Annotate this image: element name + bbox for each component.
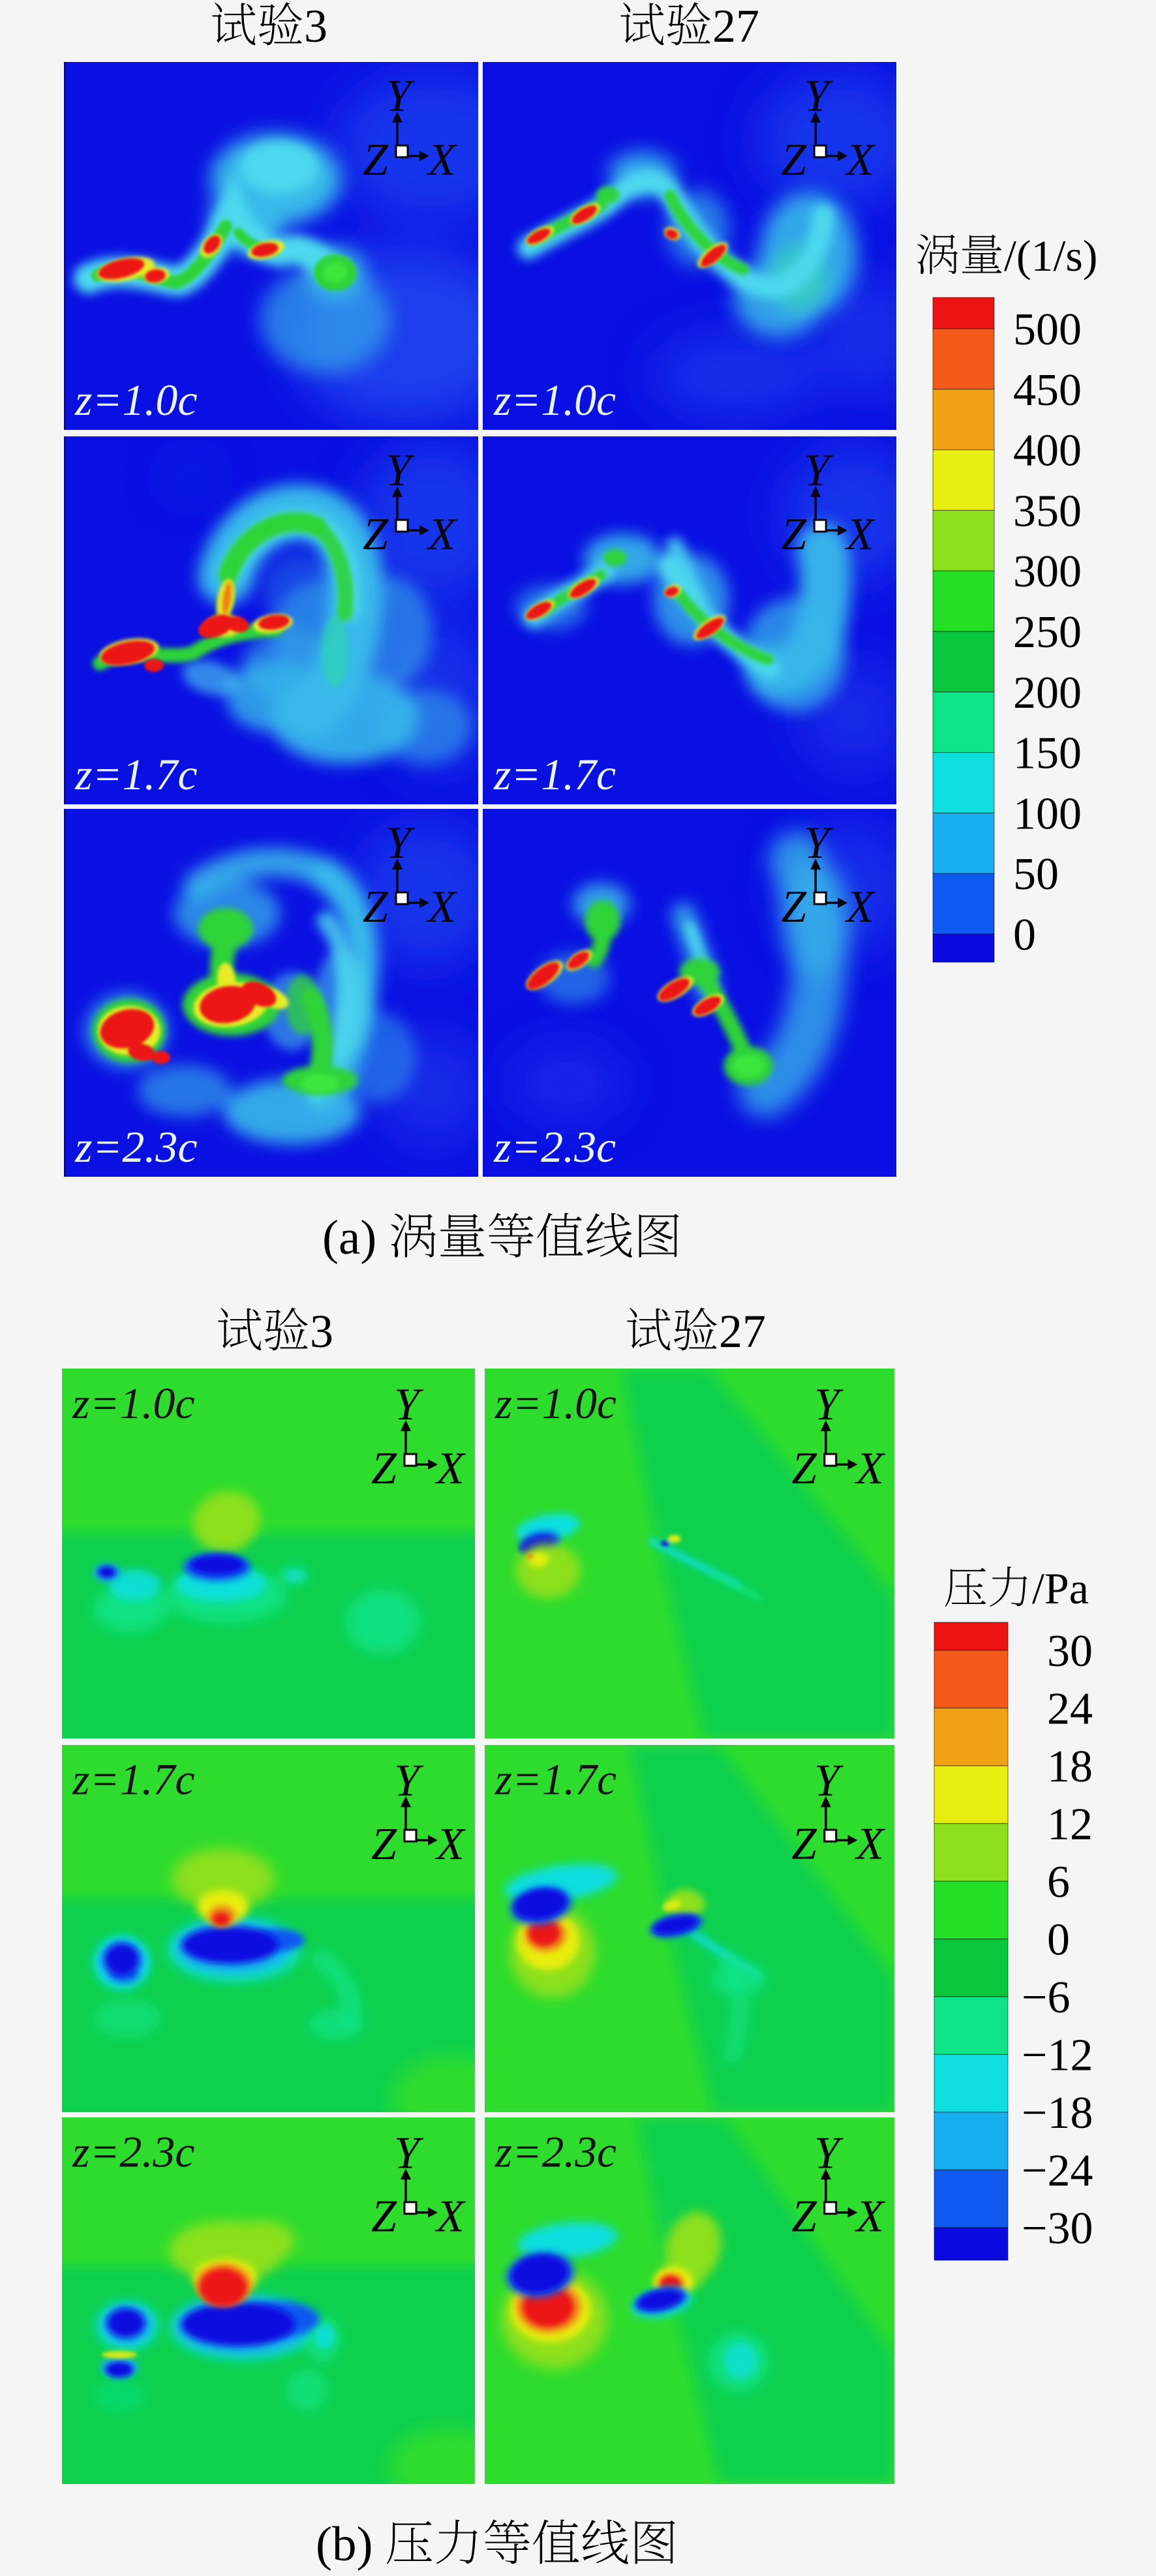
svg-text:(b): (b) — [316, 2517, 373, 2571]
svg-text:z=1.7c: z=1.7c — [72, 1755, 195, 1804]
svg-text:Y: Y — [386, 446, 416, 496]
svg-text:Y: Y — [804, 446, 834, 496]
svg-text:Y: Y — [814, 1755, 844, 1806]
svg-text:Z: Z — [371, 2192, 397, 2242]
svg-text:12: 12 — [1047, 1800, 1093, 1850]
svg-text:z=1.0c: z=1.0c — [74, 375, 198, 425]
svg-text:50: 50 — [1013, 849, 1059, 900]
svg-text:Y: Y — [804, 71, 834, 121]
svg-text:X: X — [426, 509, 458, 560]
svg-text:Z: Z — [781, 882, 807, 932]
svg-text:27: 27 — [712, 0, 759, 52]
svg-text:z=2.3c: z=2.3c — [74, 1122, 198, 1172]
svg-text:−30: −30 — [1022, 2204, 1093, 2254]
svg-text:−6: −6 — [1022, 1973, 1070, 2023]
svg-text:3: 3 — [304, 0, 327, 52]
svg-text:100: 100 — [1013, 789, 1082, 839]
svg-text:z=1.7c: z=1.7c — [494, 1755, 616, 1804]
svg-text:X: X — [434, 1444, 466, 1494]
svg-text:X: X — [854, 2191, 885, 2241]
svg-text:Y: Y — [814, 2128, 844, 2178]
svg-text:6: 6 — [1047, 1857, 1070, 1907]
svg-text:X: X — [434, 1819, 466, 1870]
svg-text:X: X — [426, 882, 458, 932]
svg-text:Z: Z — [791, 2191, 817, 2241]
svg-text:24: 24 — [1047, 1684, 1093, 1735]
svg-text:Y: Y — [394, 2129, 423, 2179]
svg-text:Y: Y — [804, 818, 834, 868]
svg-text:Z: Z — [363, 509, 389, 560]
svg-text:X: X — [854, 1444, 885, 1494]
svg-text:250: 250 — [1013, 607, 1082, 658]
svg-text:3: 3 — [310, 1305, 333, 1357]
svg-text:/(1/s): /(1/s) — [1004, 231, 1098, 280]
svg-text:−24: −24 — [1022, 2146, 1093, 2196]
svg-text:450: 450 — [1013, 365, 1082, 416]
svg-text:/Pa: /Pa — [1032, 1564, 1089, 1613]
svg-text:Z: Z — [363, 882, 389, 932]
svg-text:Y: Y — [394, 1756, 423, 1806]
svg-text:18: 18 — [1047, 1742, 1093, 1792]
svg-text:z=2.3c: z=2.3c — [494, 2127, 616, 2176]
svg-text:300: 300 — [1013, 547, 1082, 597]
svg-text:Z: Z — [363, 135, 389, 185]
svg-text:27: 27 — [719, 1305, 766, 1357]
svg-text:0: 0 — [1047, 1915, 1070, 1965]
svg-text:Z: Z — [371, 1444, 397, 1494]
svg-text:z=1.7c: z=1.7c — [493, 750, 616, 799]
svg-text:−12: −12 — [1022, 2031, 1093, 2081]
svg-text:Y: Y — [394, 1380, 424, 1430]
svg-text:Z: Z — [791, 1444, 817, 1494]
svg-text:X: X — [854, 1819, 885, 1870]
svg-text:z=2.3c: z=2.3c — [72, 2128, 195, 2177]
svg-text:z=1.7c: z=1.7c — [74, 750, 198, 799]
svg-text:z=1.0c: z=1.0c — [494, 1379, 616, 1428]
svg-text:30: 30 — [1047, 1626, 1093, 1676]
svg-text:Y: Y — [814, 1380, 844, 1430]
svg-text:200: 200 — [1013, 668, 1082, 718]
svg-text:Z: Z — [791, 1819, 817, 1870]
svg-text:X: X — [844, 509, 875, 560]
svg-text:z=1.0c: z=1.0c — [493, 375, 616, 425]
svg-text:Z: Z — [781, 135, 807, 185]
svg-text:X: X — [434, 2192, 466, 2242]
svg-text:350: 350 — [1013, 486, 1082, 536]
svg-text:−18: −18 — [1022, 2088, 1093, 2138]
svg-text:z=1.0c: z=1.0c — [72, 1378, 195, 1428]
svg-text:Z: Z — [781, 509, 807, 560]
svg-text:Y: Y — [386, 818, 416, 868]
svg-text:Y: Y — [386, 71, 416, 121]
svg-text:Z: Z — [371, 1819, 397, 1870]
svg-text:X: X — [426, 135, 458, 185]
svg-text:150: 150 — [1013, 729, 1082, 779]
svg-text:0: 0 — [1013, 910, 1036, 960]
svg-text:(a): (a) — [322, 1211, 376, 1265]
svg-text:400: 400 — [1013, 426, 1082, 476]
svg-text:X: X — [844, 882, 875, 932]
svg-text:500: 500 — [1013, 305, 1082, 355]
svg-text:X: X — [844, 135, 875, 185]
svg-text:z=2.3c: z=2.3c — [493, 1122, 616, 1172]
